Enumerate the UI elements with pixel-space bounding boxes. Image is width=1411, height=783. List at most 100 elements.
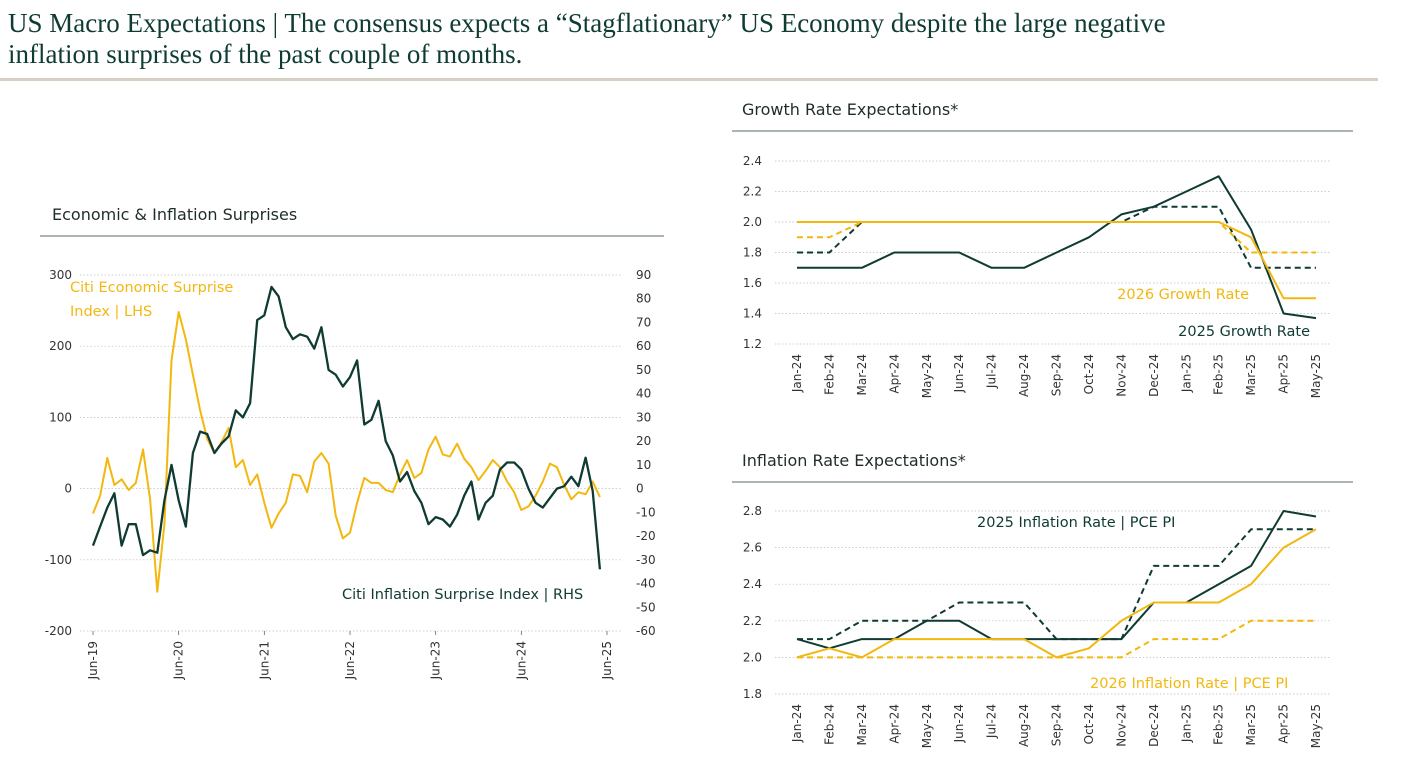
surprise-xtick-jun-21: Jun-21: [257, 641, 271, 680]
growth-xtick-jun-24: Jun-24: [952, 354, 966, 393]
surprise-xtick-jun-22: Jun-22: [343, 641, 357, 680]
growth-ytick-1-6: 1.6: [743, 276, 762, 290]
inflation-xtick-jan-24: Jan-24: [790, 704, 804, 743]
growth-xtick-may-24: May-24: [920, 354, 934, 398]
growth-xtick-oct-24: Oct-24: [1082, 354, 1096, 394]
surprise-ytick-right-80: 80: [636, 292, 651, 306]
inflation-chart: 1.8 2.0 2.2 2.4 2.6 2.8 Jan-24 Feb-24 Mar-24 Apr-…: [743, 504, 1330, 748]
growth-xtick-may-25: May-25: [1309, 354, 1323, 398]
growth-ytick-1-2: 1.2: [743, 337, 762, 351]
inflation-series-2025-inflation-rate-prior: [797, 528, 1316, 641]
surprise-ytick-right-70: 70: [636, 315, 651, 329]
growth-label-2026-growth-rate: 2026 Growth Rate: [1117, 287, 1249, 303]
growth-series-2026-growth-rate-prior: [797, 221, 1316, 254]
growth-xtick-feb-24: Feb-24: [822, 354, 836, 395]
surprise-xtick-jun-20: Jun-20: [172, 641, 186, 680]
surprise-xtick-jun-24: Jun-24: [514, 641, 528, 680]
surprise-ytick-right-50: 50: [636, 363, 651, 377]
inflation-ytick-1-8: 1.8: [743, 687, 762, 701]
surprise-ytick-left-200: -200: [45, 624, 72, 638]
surprise-chart: -200-1000100200300-60-50-40-30-20-100102…: [45, 268, 656, 680]
inflation-xtick-mar-25: Mar-25: [1244, 704, 1258, 745]
growth-xtick-jul-24: Jul-24: [985, 354, 999, 389]
page-title: US Macro Expectations | The consensus ex…: [8, 8, 1388, 70]
surprise-label-citi-economic-surprise-index-lhs-1: Citi Economic Surprise: [70, 280, 233, 296]
growth-series-2025-growth-rate-prior: [797, 205, 1316, 269]
title-divider: [0, 78, 1378, 81]
surprise-ytick-right-30: -30: [636, 553, 656, 567]
inflation-label-2025-inflation-rate-pce-pi: 2025 Inflation Rate | PCE PI: [977, 515, 1175, 531]
inflation-xtick-may-25: May-25: [1309, 704, 1323, 748]
growth-xtick-aug-24: Aug-24: [1017, 354, 1031, 397]
inflation-xtick-may-24: May-24: [920, 704, 934, 748]
growth-xtick-apr-24: Apr-24: [887, 354, 901, 394]
inflation-ytick-2-2: 2.2: [743, 614, 762, 628]
inflation-series-2026-inflation-rate-pce-pi: [796, 528, 1317, 659]
growth-xtick-jan-24: Jan-24: [790, 354, 804, 393]
inflation-xtick-jan-25: Jan-25: [1179, 704, 1193, 743]
page-title-line-1: US Macro Expectations | The consensus ex…: [8, 8, 1166, 38]
inflation-xtick-aug-24: Aug-24: [1017, 704, 1031, 747]
inflation-label-2026-inflation-rate-pce-pi: 2026 Inflation Rate | PCE PI: [1090, 676, 1288, 692]
surprise-ytick-right-20: -20: [636, 529, 656, 543]
surprise-ytick-right-10: -10: [636, 505, 656, 519]
growth-xtick-dec-24: Dec-24: [1147, 354, 1161, 397]
growth-xtick-jan-25: Jan-25: [1179, 354, 1193, 393]
surprise-ytick-right-60: -60: [636, 624, 656, 638]
inflation-xtick-jun-24: Jun-24: [952, 704, 966, 743]
surprise-ytick-right-10: 10: [636, 458, 651, 472]
inflation-xtick-apr-24: Apr-24: [887, 704, 901, 744]
growth-chart-title: Growth Rate Expectations*: [742, 100, 959, 119]
surprise-ytick-left-200: 200: [49, 339, 72, 353]
growth-ytick-2-4: 2.4: [743, 154, 762, 168]
surprise-ytick-left-300: 300: [49, 268, 72, 282]
inflation-ytick-2-6: 2.6: [743, 541, 762, 555]
page-title-line-2: inflation surprises of the past couple o…: [8, 39, 523, 69]
surprise-ytick-right-40: 40: [636, 387, 651, 401]
inflation-xtick-feb-24: Feb-24: [822, 704, 836, 745]
surprise-series-citi-inflation-surprise-index-rhs: [91, 285, 602, 570]
surprise-label-citi-inflation-surprise-index-rhs: Citi Inflation Surprise Index | RHS: [342, 587, 583, 603]
surprise-ytick-right-30: 30: [636, 410, 651, 424]
surprise-xtick-jun-25: Jun-25: [600, 641, 614, 680]
surprise-ytick-right-40: -40: [636, 577, 656, 591]
surprise-ytick-right-20: 20: [636, 434, 651, 448]
growth-xtick-mar-25: Mar-25: [1244, 354, 1258, 395]
growth-series-2025-growth-rate: [797, 175, 1317, 320]
surprise-ytick-right-90: 90: [636, 268, 651, 282]
surprise-chart-title: Economic & Inflation Surprises: [52, 205, 298, 224]
surprise-series-citi-economic-surprise-index-lhs: [92, 311, 601, 593]
surprise-xtick-jun-23: Jun-23: [429, 641, 443, 680]
surprise-ytick-left-0: 0: [64, 482, 72, 496]
surprise-ytick-left-100: -100: [45, 553, 72, 567]
inflation-xtick-nov-24: Nov-24: [1114, 704, 1128, 747]
inflation-ytick-2-0: 2.0: [743, 650, 762, 664]
surprise-label-citi-economic-surprise-index-lhs-2: Index | LHS: [70, 304, 152, 320]
surprise-ytick-right-50: -50: [636, 600, 656, 614]
growth-xtick-mar-24: Mar-24: [855, 354, 869, 395]
growth-ytick-2-0: 2.0: [743, 215, 762, 229]
inflation-xtick-mar-24: Mar-24: [855, 704, 869, 745]
surprise-xtick-jun-19: Jun-19: [86, 641, 100, 680]
growth-xtick-apr-25: Apr-25: [1277, 354, 1291, 394]
inflation-chart-title: Inflation Rate Expectations*: [742, 451, 966, 470]
growth-xtick-nov-24: Nov-24: [1114, 354, 1128, 397]
inflation-series-2025-inflation-rate-pce-pi: [796, 510, 1317, 650]
growth-ytick-1-4: 1.4: [743, 307, 762, 321]
inflation-xtick-sep-24: Sep-24: [1050, 704, 1064, 746]
inflation-xtick-oct-24: Oct-24: [1082, 704, 1096, 744]
inflation-xtick-jul-24: Jul-24: [985, 704, 999, 739]
surprise-ytick-left-100: 100: [49, 410, 72, 424]
inflation-xtick-apr-25: Apr-25: [1277, 704, 1291, 744]
growth-ytick-2-2: 2.2: [743, 185, 762, 199]
inflation-ytick-2-4: 2.4: [743, 577, 762, 591]
growth-xtick-feb-25: Feb-25: [1212, 354, 1226, 395]
growth-chart: 1.2 1.4 1.6 1.8 2.0 2.2 2.4 Jan-24 Feb-24 Mar-24 A…: [743, 154, 1330, 398]
surprise-ytick-right-60: 60: [636, 339, 651, 353]
inflation-xtick-dec-24: Dec-24: [1147, 704, 1161, 747]
inflation-ytick-2-8: 2.8: [743, 504, 762, 518]
inflation-xtick-feb-25: Feb-25: [1212, 704, 1226, 745]
growth-xtick-sep-24: Sep-24: [1050, 354, 1064, 396]
surprise-ytick-right-0: 0: [636, 482, 644, 496]
